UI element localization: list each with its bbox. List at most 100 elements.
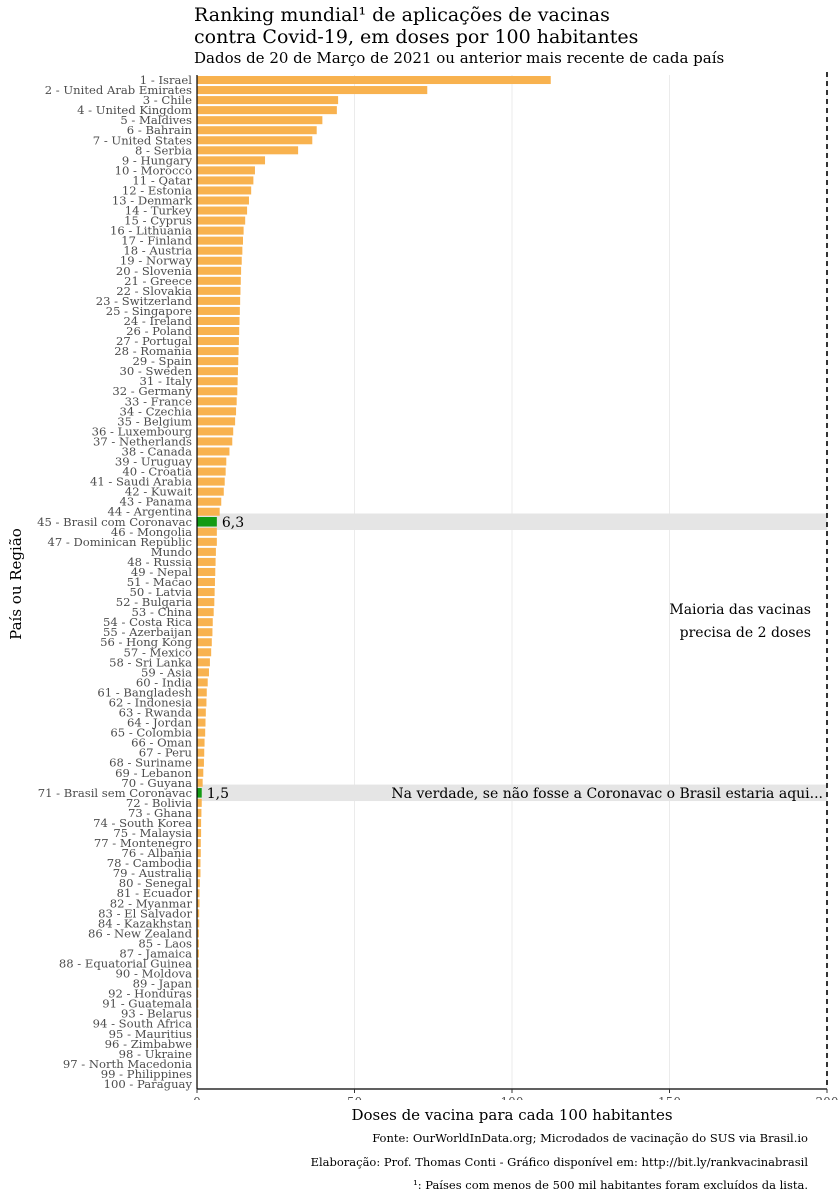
bar: [197, 929, 199, 938]
y-tick-label: 60 - India: [136, 675, 192, 689]
y-tick-label: 10 - Morocco: [115, 163, 192, 177]
bar: [197, 688, 207, 697]
y-tick-label: 75 - Malaysia: [113, 826, 192, 840]
bar: [197, 889, 200, 898]
bar: [197, 999, 199, 1008]
y-tick-label: 26 - Poland: [126, 324, 192, 338]
y-tick-label: 8 - Serbia: [135, 143, 192, 157]
bar: [197, 979, 199, 988]
y-tick-label: 21 - Greece: [124, 274, 192, 288]
bar: [197, 808, 202, 817]
y-tick-label: 58 - Sri Lanka: [109, 655, 192, 669]
bar: [197, 869, 201, 878]
y-tick-label: 79 - Australia: [113, 866, 192, 880]
caption-source: Fonte: OurWorldInData.org; Microdados de…: [372, 1131, 808, 1145]
bar: [197, 266, 242, 275]
annotation-doses: Maioria das vacinas: [669, 602, 811, 618]
y-tick-label: 95 - Mauritius: [109, 1027, 192, 1041]
y-tick-label: 34 - Czechia: [120, 404, 193, 418]
bar: [197, 447, 230, 456]
y-tick-label: 33 - France: [125, 394, 192, 408]
bar: [197, 357, 239, 366]
y-tick-label: 5 - Maldives: [120, 113, 192, 127]
bar: [197, 919, 200, 928]
y-tick-label: 81 - Ecuador: [117, 886, 193, 900]
bar: [197, 698, 207, 707]
bar: [197, 547, 216, 556]
bar: [197, 748, 205, 757]
bar: [197, 527, 217, 536]
y-tick-label: 50 - Latvia: [130, 585, 193, 599]
bar: [197, 206, 248, 215]
bar: [197, 347, 239, 356]
y-tick-label: 18 - Austria: [123, 244, 192, 258]
chart-title-line2: contra Covid-19, em doses por 100 habita…: [194, 26, 639, 48]
bar: [197, 146, 299, 155]
y-tick-label: 97 - North Macedonia: [63, 1057, 192, 1071]
bar: [197, 377, 238, 386]
bar: [197, 1009, 199, 1018]
bar: [197, 316, 240, 325]
y-tick-label: 85 - Laos: [138, 936, 192, 950]
bar: [197, 487, 224, 496]
y-tick-label: 69 - Lebanon: [115, 766, 192, 780]
bar: [197, 949, 199, 958]
y-tick-label: 77 - Montenegro: [94, 836, 192, 850]
x-axis-label: Doses de vacina para cada 100 habitantes: [351, 1106, 673, 1124]
bar: [197, 286, 241, 295]
bar: [197, 457, 227, 466]
bar: [197, 969, 199, 978]
y-tick-label: 40 - Croatia: [122, 465, 192, 479]
y-tick-label: 62 - Indonesia: [109, 695, 192, 709]
y-tick-label: 47 - Dominican Republic: [47, 535, 192, 549]
y-tick-label: 28 - Romania: [114, 344, 192, 358]
y-tick-label: 92 - Honduras: [108, 987, 192, 1001]
chart-title: Ranking mundial¹ de aplicações de vacina…: [194, 4, 638, 48]
annotation-doses: precisa de 2 doses: [680, 625, 811, 641]
y-tick-label: 16 - Lithuania: [110, 224, 192, 238]
bar: [197, 196, 249, 205]
bar: [197, 166, 255, 175]
bar: [197, 186, 252, 195]
bar: [197, 136, 313, 145]
bar: [197, 758, 204, 767]
bar: [197, 788, 202, 798]
y-tick-label: 23 - Switzerland: [96, 294, 193, 308]
bar: [197, 708, 206, 717]
bar: [197, 718, 206, 727]
bar: [197, 417, 236, 426]
bar: [197, 86, 428, 95]
bar: [197, 628, 213, 637]
highlight-band: [197, 784, 827, 802]
bar: [197, 96, 339, 105]
y-tick-label: 91 - Guatemala: [102, 997, 192, 1011]
y-tick-label: 63 - Rwanda: [119, 706, 192, 720]
bar: [197, 367, 238, 376]
y-tick-label: 55 - Azerbaijan: [103, 625, 192, 639]
bar: [197, 337, 239, 346]
y-tick-label: 73 - Ghana: [128, 806, 192, 820]
y-tick-label: 80 - Senegal: [119, 876, 193, 890]
bar: [197, 899, 200, 908]
bar: [197, 296, 241, 305]
y-tick-label: 25 - Singapore: [106, 304, 192, 318]
bar: [197, 437, 233, 446]
bar: [197, 648, 212, 657]
bar: [197, 326, 240, 336]
y-tick-label: 61 - Bangladesh: [97, 685, 192, 699]
y-tick-label: 54 - Costa Rica: [103, 615, 192, 629]
y-tick-label: 1 - Israel: [140, 73, 193, 87]
y-tick-label: 51 - Macao: [127, 575, 192, 589]
bar: [197, 236, 243, 245]
bar: [197, 638, 212, 647]
y-tick-label: 3 - Chile: [143, 93, 192, 107]
y-tick-label: 41 - Saudi Arabia: [90, 475, 192, 489]
y-tick-label: 30 - Sweden: [119, 364, 192, 378]
y-tick-label: 37 - Netherlands: [93, 434, 192, 448]
bar: [197, 768, 204, 777]
y-tick-label: 38 - Canada: [121, 444, 192, 458]
y-tick-label: 57 - Mexico: [124, 645, 193, 659]
bar: [197, 588, 215, 597]
y-tick-label: 15 - Cyprus: [124, 214, 192, 228]
bar: [197, 507, 220, 516]
